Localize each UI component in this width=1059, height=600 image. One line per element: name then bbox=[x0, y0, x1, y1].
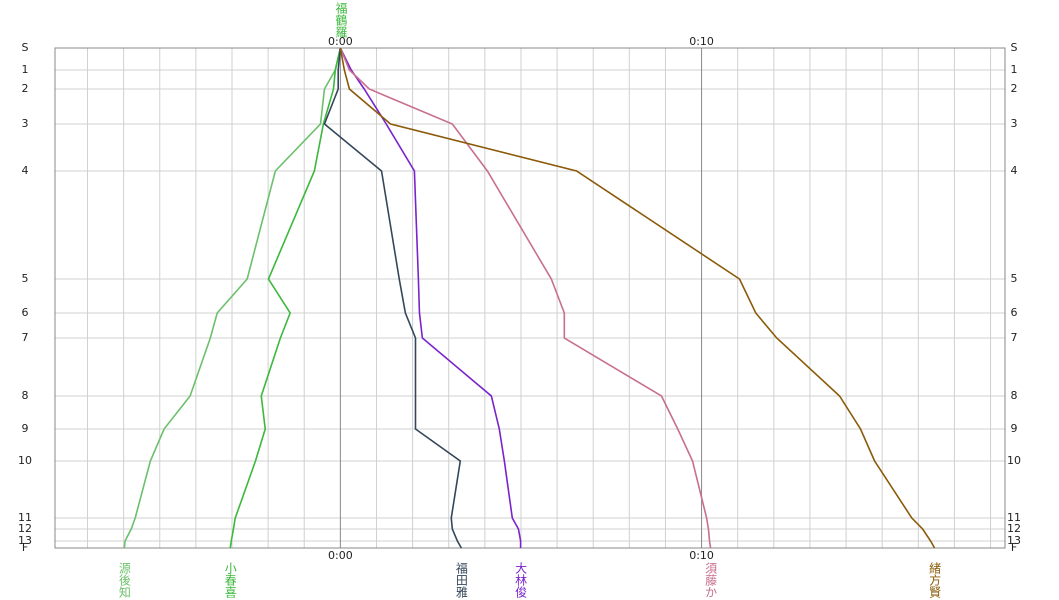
legend-label: 小春喜 bbox=[223, 562, 237, 599]
y-tick-label: S bbox=[1011, 41, 1018, 54]
x-tick-label: 0:10 bbox=[689, 549, 714, 562]
y-tick-label: 8 bbox=[1011, 389, 1018, 402]
y-tick-label: 3 bbox=[1011, 117, 1018, 130]
legend-label: 大林俊 bbox=[514, 562, 528, 598]
legend-label: 源後知 bbox=[117, 562, 131, 599]
y-tick-label: 4 bbox=[22, 164, 29, 177]
y-tick-label: F bbox=[1011, 541, 1017, 554]
y-tick-label: 4 bbox=[1011, 164, 1018, 177]
y-tick-label: 1 bbox=[1011, 63, 1018, 76]
y-tick-label: 6 bbox=[1011, 306, 1018, 319]
y-tick-label: 5 bbox=[1011, 272, 1018, 285]
y-tick-label: 9 bbox=[1011, 422, 1018, 435]
legend-label: 緒方賢 bbox=[928, 561, 942, 599]
series-line bbox=[229, 47, 342, 549]
x-tick-label: 0:00 bbox=[328, 35, 353, 48]
y-tick-label: 6 bbox=[22, 306, 29, 319]
y-tick-label: 12 bbox=[18, 522, 32, 535]
series-line bbox=[123, 47, 342, 549]
series-line bbox=[339, 47, 936, 549]
y-tick-label: 3 bbox=[22, 117, 29, 130]
series-line bbox=[323, 47, 463, 549]
y-tick-label: 1 bbox=[22, 63, 29, 76]
plot-frame bbox=[54, 47, 1006, 549]
y-tick-label: 7 bbox=[1011, 331, 1018, 344]
x-tick-label: 0:10 bbox=[689, 35, 714, 48]
legend-label: 須藤か bbox=[704, 562, 718, 598]
y-tick-label: 10 bbox=[1007, 454, 1021, 467]
x-tick-label: 0:00 bbox=[328, 549, 353, 562]
y-tick-label: 9 bbox=[22, 422, 29, 435]
series-line bbox=[339, 47, 712, 549]
y-tick-label: F bbox=[22, 541, 28, 554]
series-line bbox=[339, 47, 522, 548]
legend-label: 福田雅 bbox=[454, 561, 468, 598]
y-tick-label: 10 bbox=[18, 454, 32, 467]
y-tick-label: 2 bbox=[22, 82, 29, 95]
y-tick-label: 5 bbox=[22, 272, 29, 285]
y-tick-label: 13 bbox=[18, 534, 32, 547]
y-tick-label: 8 bbox=[22, 389, 29, 402]
top-label: 福鶴羅 bbox=[334, 1, 348, 39]
y-tick-label: 7 bbox=[22, 331, 29, 344]
y-tick-label: S bbox=[22, 41, 29, 54]
y-tick-label: 11 bbox=[18, 511, 32, 524]
y-tick-label: 11 bbox=[1007, 511, 1021, 524]
y-tick-label: 12 bbox=[1007, 522, 1021, 535]
y-tick-label: 13 bbox=[1007, 534, 1021, 547]
y-tick-label: 2 bbox=[1011, 82, 1018, 95]
